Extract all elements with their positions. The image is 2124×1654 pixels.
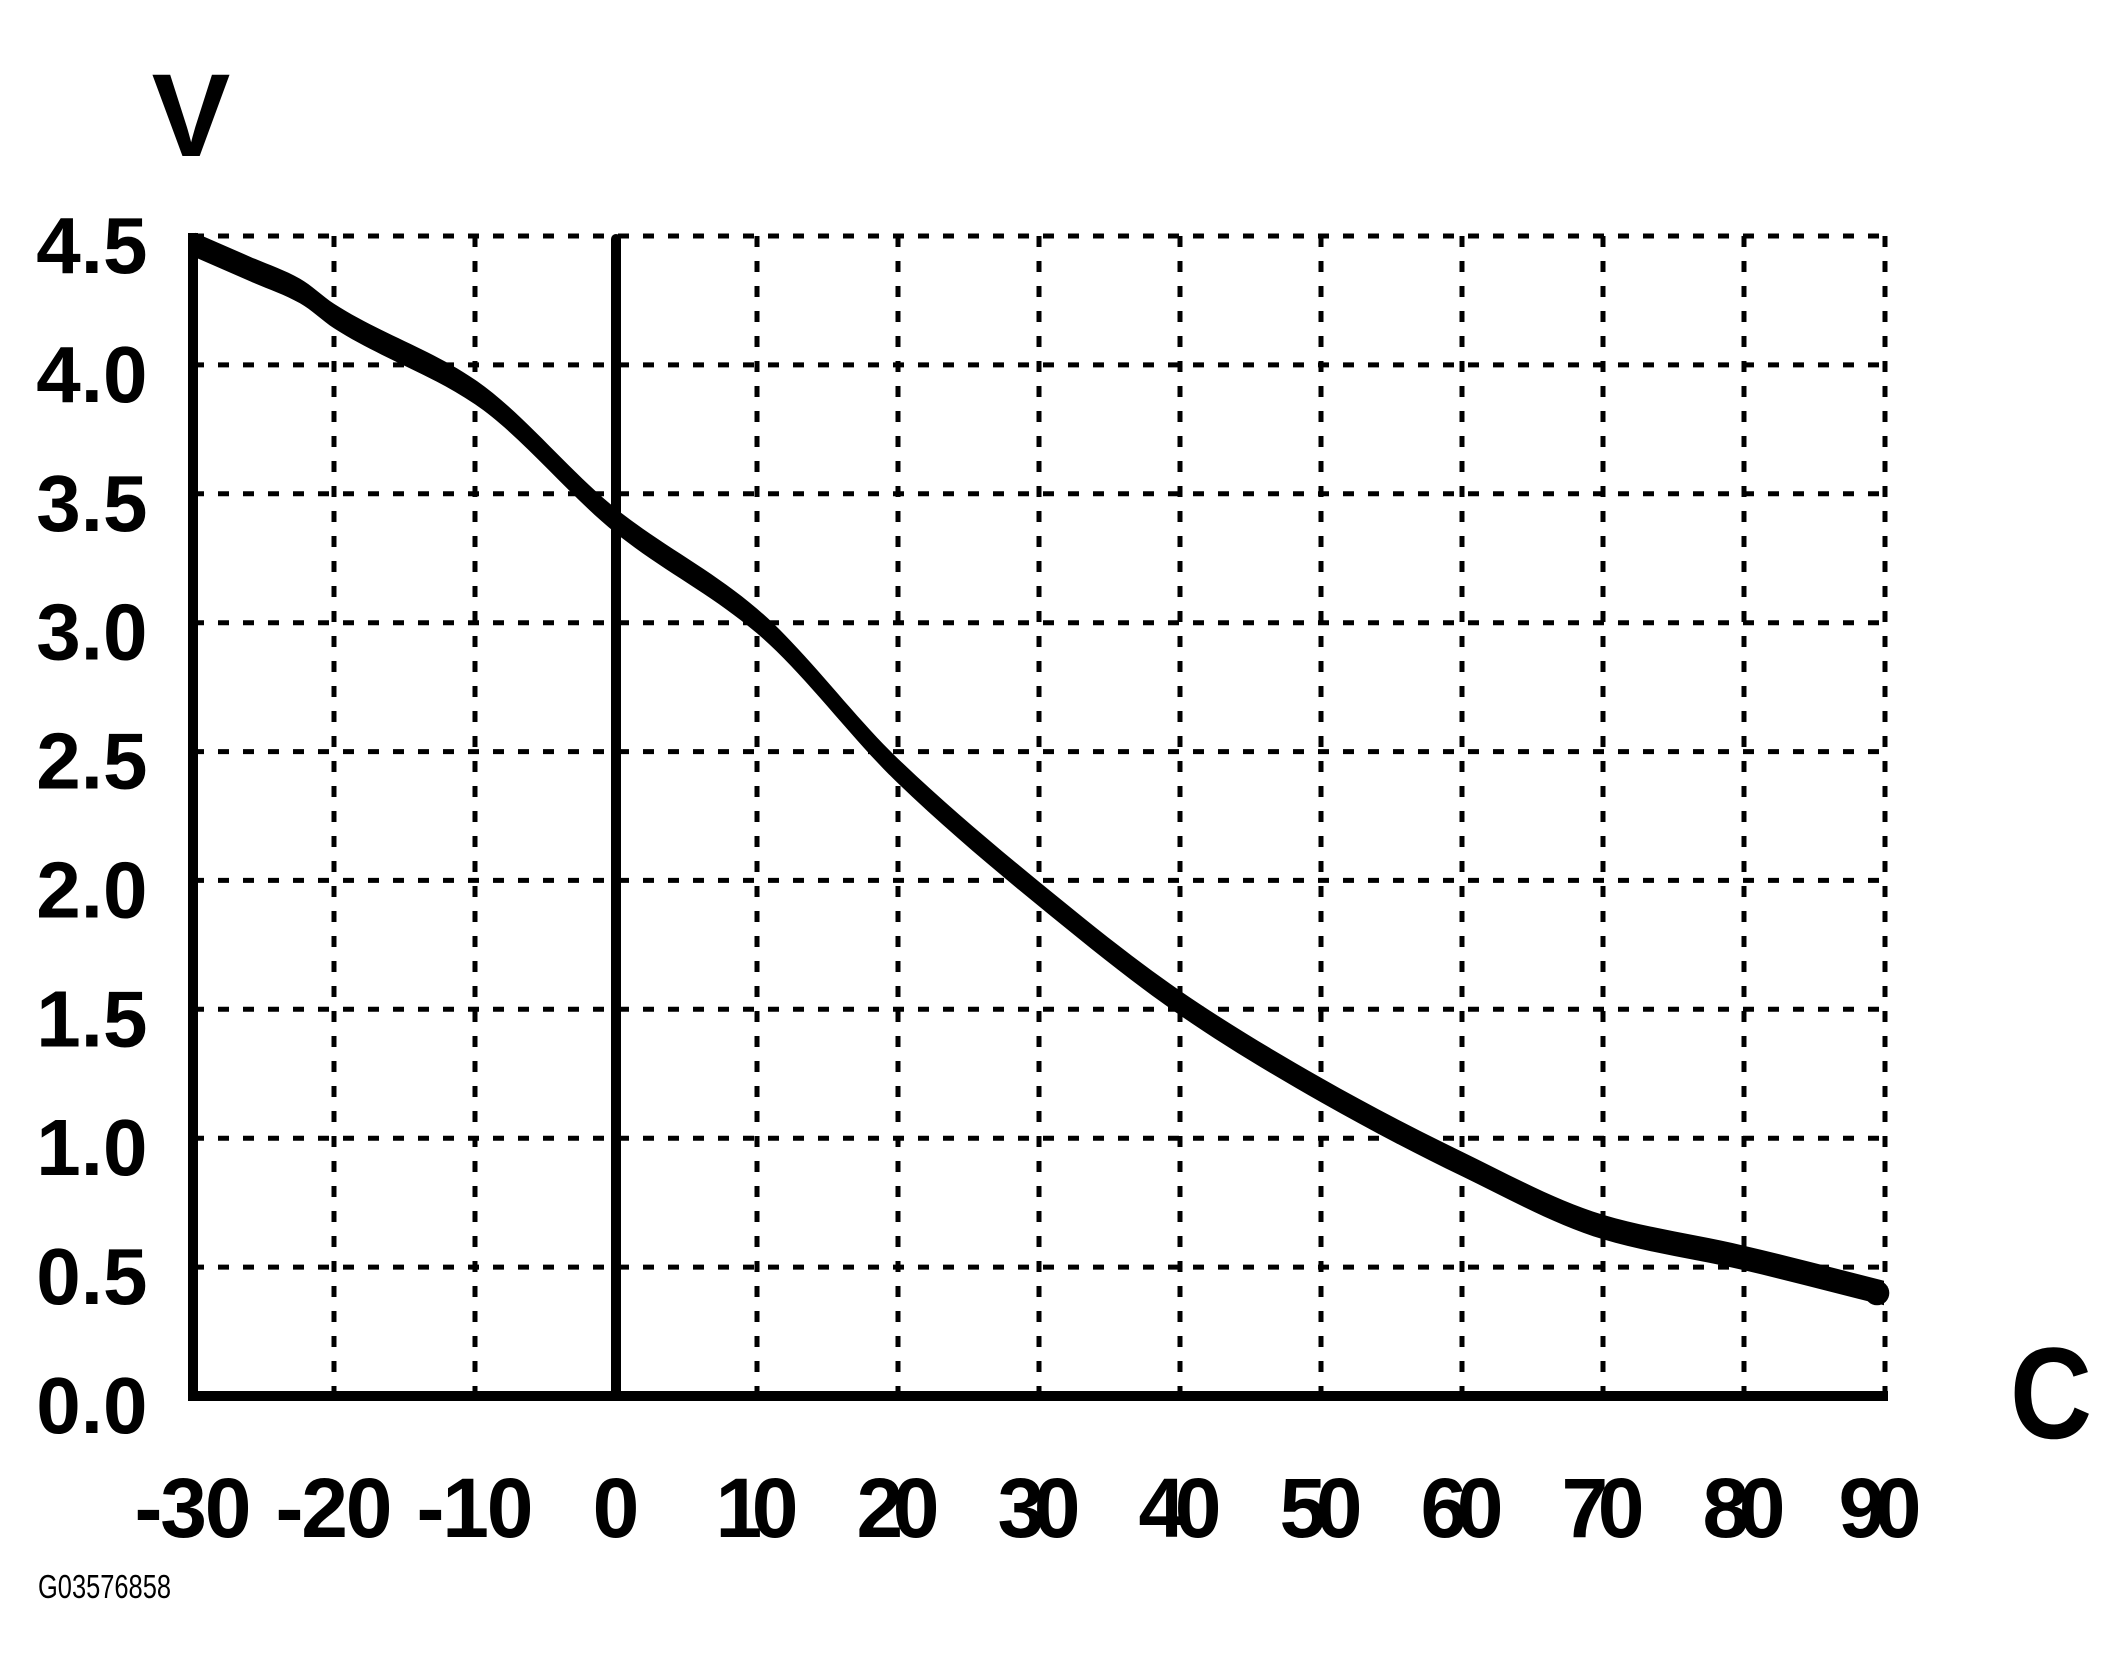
svg-text:3.0: 3.0: [36, 588, 147, 677]
svg-text:1.5: 1.5: [36, 974, 147, 1063]
svg-text:50: 50: [1280, 1461, 1363, 1555]
svg-text:V: V: [152, 50, 231, 182]
svg-text:60: 60: [1421, 1461, 1504, 1555]
svg-text:30: 30: [998, 1461, 1081, 1555]
svg-text:70: 70: [1562, 1461, 1645, 1555]
svg-text:-20: -20: [276, 1461, 393, 1555]
svg-text:20: 20: [857, 1461, 940, 1555]
svg-text:80: 80: [1703, 1461, 1786, 1555]
svg-text:3.5: 3.5: [36, 459, 147, 548]
svg-text:1.0: 1.0: [36, 1103, 147, 1192]
svg-text:40: 40: [1139, 1461, 1222, 1555]
svg-text:0: 0: [593, 1461, 640, 1555]
svg-text:0.0: 0.0: [36, 1361, 147, 1450]
svg-text:G03576858: G03576858: [38, 1568, 171, 1605]
svg-text:90: 90: [1839, 1461, 1922, 1555]
svg-text:2.5: 2.5: [36, 717, 147, 806]
svg-text:-10: -10: [417, 1461, 534, 1555]
svg-text:2.0: 2.0: [36, 845, 147, 934]
svg-text:-30: -30: [135, 1461, 252, 1555]
svg-text:10: 10: [716, 1461, 799, 1555]
svg-text:C: C: [2010, 1320, 2092, 1466]
svg-text:4.5: 4.5: [36, 201, 147, 290]
svg-text:0.5: 0.5: [36, 1232, 147, 1321]
svg-text:4.0: 4.0: [36, 330, 147, 419]
